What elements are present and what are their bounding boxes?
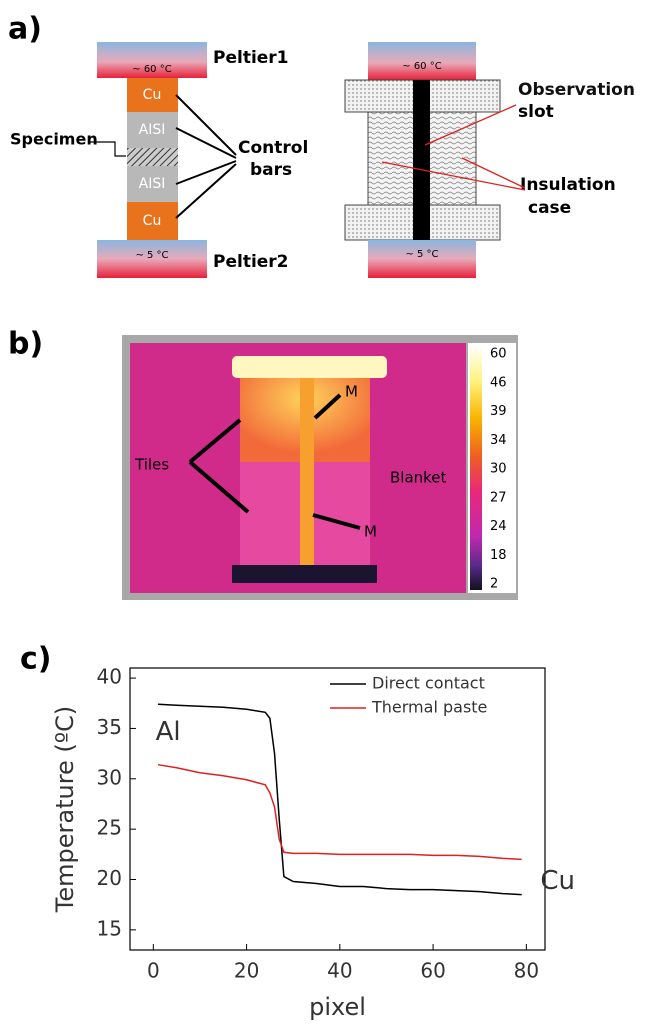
page: a) ~ 60 °C Cu AISI AISI Cu ~ 5 °C Peltie… <box>0 0 654 1027</box>
slot <box>413 80 430 240</box>
pointers <box>176 95 236 218</box>
series-line <box>158 765 522 860</box>
colorbar <box>470 345 482 590</box>
y-tick-label: 40 <box>97 665 122 689</box>
colorbar-label: 24 <box>490 519 507 534</box>
control-label: bars <box>250 160 292 180</box>
colorbar-label: 27 <box>490 490 507 505</box>
y-tick-label: 35 <box>97 715 122 739</box>
x-tick-label: 40 <box>327 959 352 983</box>
colorbar-label: 34 <box>490 433 507 448</box>
temp-label: ~ 60 °C <box>402 61 441 72</box>
block-label: AISI <box>139 176 166 192</box>
y-tick-label: 25 <box>97 816 122 840</box>
figure: a) ~ 60 °C Cu AISI AISI Cu ~ 5 °C Peltie… <box>0 0 654 1027</box>
peltier-label: Peltier2 <box>213 252 289 272</box>
x-axis-title: pixel <box>309 993 366 1021</box>
colorbar-label: 39 <box>490 404 507 419</box>
marker-label: M <box>345 383 358 401</box>
hot-plate <box>232 356 387 378</box>
insulation-label: case <box>528 198 571 218</box>
x-tick-label: 80 <box>514 959 539 983</box>
blanket-label: Blanket <box>390 469 447 487</box>
colorbar-label: 2 <box>490 577 498 592</box>
observation-label: Observation <box>518 80 635 100</box>
block-label: Cu <box>143 213 162 229</box>
right-diagram: ~ 60 °C ~ 5 °C Observation slot Insulati… <box>345 42 635 278</box>
peltier-label: Peltier1 <box>213 48 289 68</box>
specimen <box>127 148 178 166</box>
observation-label: slot <box>518 102 554 122</box>
temp-label: ~ 5 °C <box>135 250 168 261</box>
panel-label: a) <box>8 12 42 47</box>
x-tick-label: 20 <box>234 959 259 983</box>
colorbar-label: 60 <box>490 347 507 362</box>
y-axis-title: Temperature (ºC) <box>51 706 79 913</box>
x-tick-label: 60 <box>420 959 445 983</box>
legend-label: Direct contact <box>372 674 485 693</box>
series-line <box>158 704 522 894</box>
tiles-label: Tiles <box>134 456 169 474</box>
insulation-label: Insulation <box>520 175 616 195</box>
control-label: Control <box>238 138 308 158</box>
cold-plate <box>232 565 377 583</box>
x-tick-label: 0 <box>147 959 160 983</box>
block-label: AISI <box>139 122 166 138</box>
annotation: Cu <box>540 866 575 896</box>
colorbar-labels: 60 46 39 34 30 27 24 18 2 <box>490 347 507 592</box>
specimen <box>300 372 314 572</box>
marker-label: M <box>364 523 377 541</box>
block-label: Cu <box>143 87 162 103</box>
y-tick-label: 30 <box>97 765 122 789</box>
temp-label: ~ 5 °C <box>405 249 438 260</box>
panel-label: c) <box>20 642 52 677</box>
thermal-image: 60 46 39 34 30 27 24 18 2 Tiles M M Blanket <box>122 335 518 600</box>
y-tick-label: 20 <box>97 866 122 890</box>
colorbar-label: 46 <box>490 375 507 390</box>
y-tick-label: 15 <box>97 916 122 940</box>
left-diagram: ~ 60 °C Cu AISI AISI Cu ~ 5 °C Peltier1 … <box>10 42 308 278</box>
colorbar-label: 18 <box>490 548 507 563</box>
specimen-label: Specimen <box>10 130 98 149</box>
temp-label: ~ 60 °C <box>132 64 171 75</box>
annotation: Al <box>156 717 181 747</box>
colorbar-label: 30 <box>490 462 507 477</box>
panel-label: b) <box>8 327 43 362</box>
legend-label: Thermal paste <box>371 698 487 717</box>
line-chart: c) 0 20 40 60 80 15 20 25 30 35 40 pixel Temperature… <box>20 642 575 1022</box>
